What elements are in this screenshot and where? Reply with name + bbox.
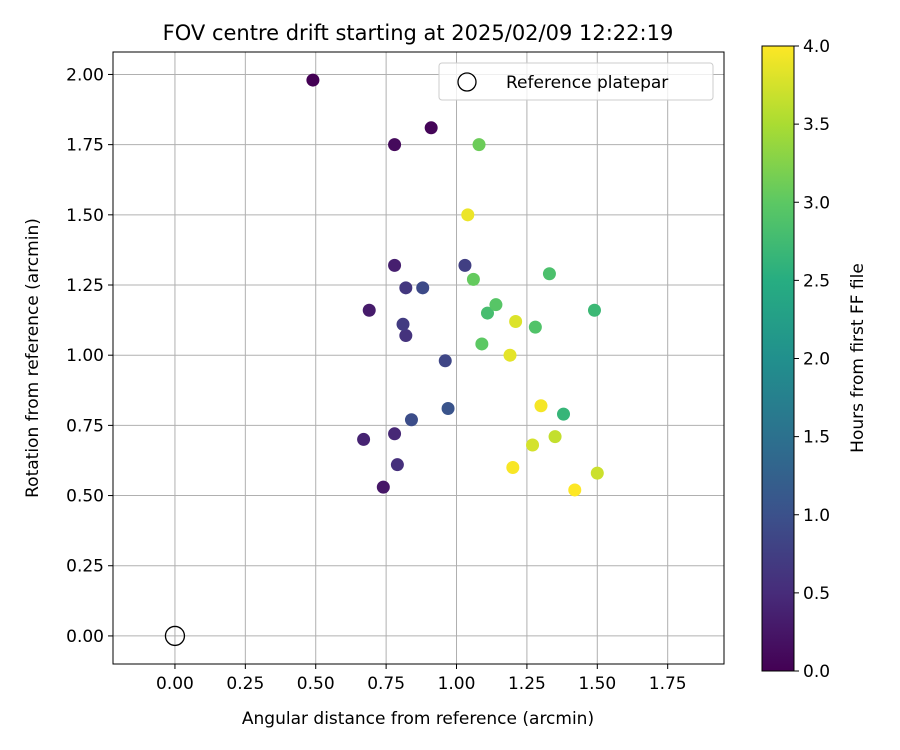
y-axis-ticks: 0.00 0.25 0.50 0.75 1.00 1.25 1.50 1.75 2.00: [66, 65, 113, 647]
legend: Reference platepar: [438, 62, 714, 101]
data-point: [548, 430, 562, 444]
data-point: [438, 354, 452, 368]
colorbar-tick-label: 4.0: [803, 37, 830, 57]
data-point: [534, 399, 548, 413]
data-point: [458, 258, 472, 272]
y-tick-label: 2.00: [66, 65, 104, 85]
data-point: [590, 466, 604, 480]
reference-platepar-marker: [164, 625, 186, 647]
x-tick-label: 1.75: [649, 674, 687, 694]
y-axis-label: Rotation from reference (arcmin): [23, 218, 43, 498]
data-point: [306, 73, 320, 87]
x-axis-label: Angular distance from reference (arcmin): [242, 709, 594, 729]
data-point: [416, 281, 430, 295]
data-point: [503, 348, 517, 362]
data-point: [396, 317, 410, 331]
x-axis-ticks: 0.00 0.25 0.50 0.75 1.00 1.25 1.50 1.75: [156, 664, 687, 694]
colorbar-ticks: 0.0 0.5 1.0 1.5 2.0 2.5 3.0 3.5 4.0: [794, 37, 830, 682]
colorbar-tick-label: 0.0: [803, 662, 830, 682]
plot-frame: [112, 51, 725, 665]
y-tick-label: 1.00: [66, 346, 104, 366]
data-point: [357, 432, 371, 446]
colorbar-tick-label: 2.0: [803, 350, 830, 370]
data-point: [472, 138, 486, 152]
data-point: [587, 303, 601, 317]
x-tick-label: 0.25: [226, 674, 264, 694]
data-point: [399, 281, 413, 295]
chart-title: FOV centre drift starting at 2025/02/09 …: [163, 21, 674, 45]
x-tick-label: 0.75: [367, 674, 405, 694]
reference-marker-group: [164, 625, 186, 647]
colorbar-tick-label: 1.0: [803, 506, 830, 526]
data-point: [390, 458, 404, 472]
y-tick-label: 0.25: [66, 557, 104, 577]
y-tick-label: 1.50: [66, 206, 104, 226]
colorbar-tick-label: 1.5: [803, 428, 830, 448]
legend-box: [438, 62, 714, 101]
data-point: [388, 258, 402, 272]
x-tick-label: 1.50: [578, 674, 616, 694]
data-point: [466, 272, 480, 286]
data-point: [376, 480, 390, 494]
legend-marker-icon: [457, 72, 477, 92]
y-tick-label: 1.75: [66, 136, 104, 156]
plot-background: [113, 52, 724, 664]
data-point: [388, 138, 402, 152]
colorbar-tick-label: 2.5: [803, 271, 830, 291]
data-point: [404, 413, 418, 427]
data-point: [388, 427, 402, 441]
colorbar: [761, 45, 795, 672]
x-tick-label: 1.00: [438, 674, 476, 694]
data-point: [399, 329, 413, 343]
data-point: [542, 267, 556, 281]
x-tick-label: 0.00: [156, 674, 194, 694]
data-point: [424, 121, 438, 135]
y-tick-label: 0.00: [66, 627, 104, 647]
colorbar-tick-label: 3.5: [803, 115, 830, 135]
data-point: [461, 208, 475, 222]
data-point: [362, 303, 376, 317]
x-tick-label: 0.50: [297, 674, 335, 694]
data-point: [526, 438, 540, 452]
data-points: [306, 73, 604, 497]
data-point: [489, 298, 503, 312]
data-point: [475, 337, 489, 351]
data-point: [480, 306, 494, 320]
colorbar-label: Hours from first FF file: [848, 263, 868, 453]
colorbar-tick-label: 0.5: [803, 584, 830, 604]
data-point: [506, 460, 520, 474]
data-point: [568, 483, 582, 497]
y-tick-label: 0.50: [66, 487, 104, 507]
data-point: [509, 315, 523, 329]
data-point: [557, 407, 571, 421]
legend-label: Reference platepar: [506, 73, 668, 93]
data-point: [441, 402, 455, 416]
x-tick-label: 1.25: [508, 674, 546, 694]
colorbar-tick-label: 3.0: [803, 193, 830, 213]
data-point: [528, 320, 542, 334]
y-tick-label: 1.25: [66, 276, 104, 296]
y-tick-label: 0.75: [66, 416, 104, 436]
